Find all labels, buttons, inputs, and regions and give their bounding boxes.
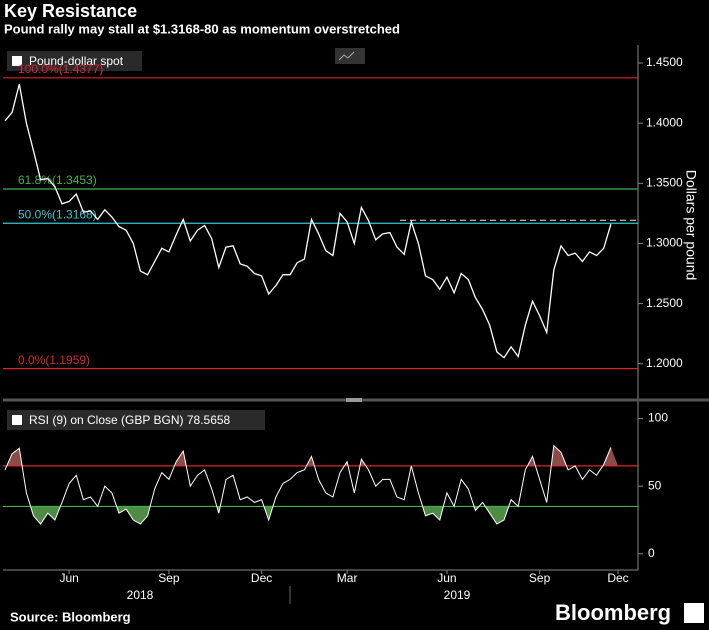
legend-swatch: [12, 56, 22, 66]
divider-handle: [346, 398, 362, 402]
y-axis-label: Dollars per pound: [683, 170, 699, 281]
rsi-tick-label: 100: [648, 411, 668, 425]
rsi-legend-swatch: [12, 415, 22, 425]
rsi-tick-label: 0: [648, 546, 655, 560]
level-label: 61.8%(1.3453): [18, 173, 97, 187]
x-tick-label: Sep: [158, 571, 180, 585]
overbought-fill: [6, 445, 618, 466]
chart-title: Key Resistance: [4, 1, 137, 21]
logo: Bloomberg: [555, 600, 671, 625]
logo-icon: [684, 603, 704, 623]
y-tick-label: 1.4500: [646, 55, 683, 69]
x-tick-label: Jun: [59, 571, 78, 585]
rsi-tick-label: 50: [648, 478, 662, 492]
legend-label: Pound-dollar spot: [29, 54, 124, 68]
price-line: [4, 83, 612, 359]
rsi-last-value: 78.5658: [187, 413, 231, 427]
rsi-legend-label: RSI (9) on Close (GBP BGN) 78.5658: [29, 413, 231, 427]
level-label: 50.0%(1.3168): [18, 207, 97, 221]
x-tick-label: Dec: [251, 571, 272, 585]
rsi-name: RSI (9) on Close (GBP BGN): [29, 413, 184, 427]
legend-box: [7, 51, 142, 71]
chart-type-glyph: [338, 51, 355, 61]
y-tick-label: 1.3000: [646, 236, 683, 250]
rsi-legend-box: [7, 410, 265, 430]
x-group-label: 2019: [444, 588, 471, 602]
level-label: 0.0%(1.1959): [18, 353, 90, 367]
x-tick-label: Dec: [607, 571, 628, 585]
chart-subtitle: Pound rally may stall at $1.3168-80 as m…: [4, 21, 400, 36]
rsi-line: [4, 444, 612, 525]
source: Source: Bloomberg: [10, 609, 131, 624]
x-group-label: 2018: [127, 588, 154, 602]
y-tick-label: 1.2000: [646, 356, 683, 370]
x-tick-label: Sep: [529, 571, 551, 585]
y-tick-label: 1.4000: [646, 115, 683, 129]
y-tick-label: 1.2500: [646, 296, 683, 310]
x-tick-label: Jun: [437, 571, 456, 585]
x-tick-label: Mar: [337, 571, 358, 585]
level-label: 100.0%(1.4377): [18, 62, 103, 76]
oversold-fill: [30, 506, 509, 524]
y-tick-label: 1.3500: [646, 175, 683, 189]
